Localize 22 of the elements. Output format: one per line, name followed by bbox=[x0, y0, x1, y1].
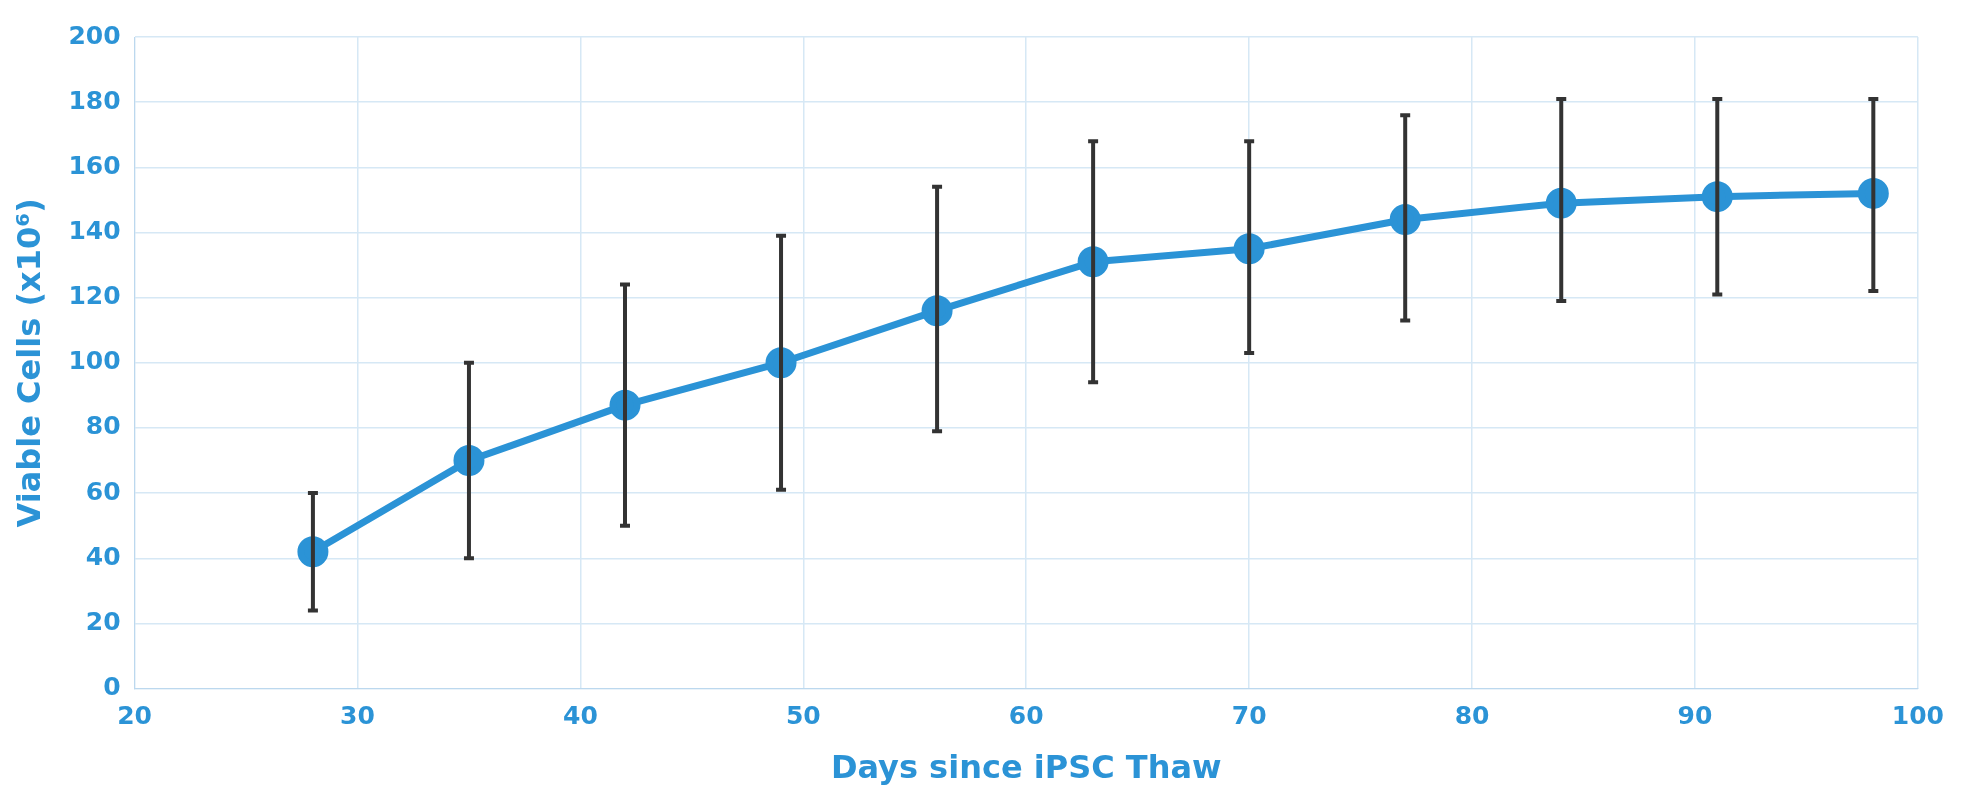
y-tick-label: 140 bbox=[68, 215, 121, 245]
x-axis-title: Days since iPSC Thaw bbox=[830, 748, 1222, 787]
y-tick-label: 20 bbox=[85, 606, 121, 636]
x-tick-label: 60 bbox=[1008, 701, 1044, 731]
y-tick-label: 200 bbox=[68, 20, 121, 50]
x-tick-label: 70 bbox=[1231, 701, 1267, 731]
x-tick-label: 80 bbox=[1454, 701, 1490, 731]
y-axis-title: Viable Cells (x10⁶) bbox=[9, 198, 48, 528]
y-tick-label: 160 bbox=[68, 150, 121, 180]
x-tick-label: 90 bbox=[1677, 701, 1713, 731]
y-tick-label: 40 bbox=[85, 541, 121, 571]
x-tick-label: 50 bbox=[785, 701, 821, 731]
x-tick-label: 40 bbox=[563, 701, 598, 731]
y-tick-label: 0 bbox=[103, 672, 121, 702]
x-tick-label: 100 bbox=[1891, 701, 1944, 731]
y-tick-label: 80 bbox=[85, 411, 121, 441]
x-tick-label: 30 bbox=[340, 701, 375, 731]
y-tick-label: 120 bbox=[68, 281, 121, 311]
y-tick-label: 100 bbox=[68, 346, 121, 376]
y-tick-label: 180 bbox=[68, 85, 121, 115]
y-tick-label: 60 bbox=[85, 476, 121, 506]
x-tick-label: 20 bbox=[117, 701, 152, 731]
